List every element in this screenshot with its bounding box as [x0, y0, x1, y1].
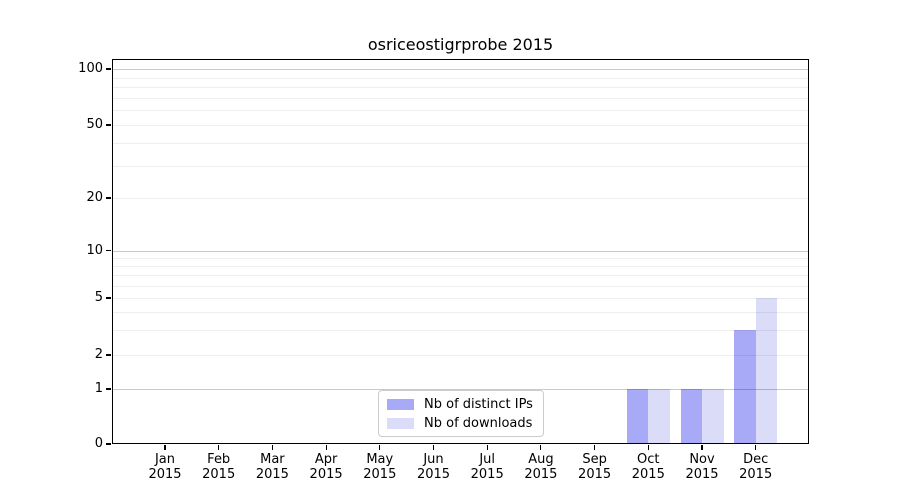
- legend-item-downloads: Nb of downloads: [387, 416, 535, 431]
- x-tick-label: Jul 2015: [470, 452, 504, 482]
- x-tick-label: Sep 2015: [578, 452, 612, 482]
- x-tick-mark: [594, 445, 596, 450]
- y-tick-label: 2: [94, 347, 103, 362]
- y-tick-mark: [106, 124, 111, 126]
- x-tick-mark: [379, 445, 381, 450]
- y-tick-mark: [106, 354, 111, 356]
- bar-downloads-dec: [755, 298, 778, 444]
- bar-distinct-ips-dec: [734, 329, 756, 444]
- chart-title: osriceostigrprobe 2015: [367, 35, 554, 54]
- plot-area: [112, 59, 809, 444]
- y-tick-mark: [106, 297, 111, 299]
- x-tick-label: Feb 2015: [202, 452, 236, 482]
- y-tick-mark: [106, 249, 111, 252]
- x-tick-mark: [271, 445, 273, 450]
- gridline-minor: [112, 198, 809, 199]
- x-tick-label: Dec 2015: [739, 452, 773, 482]
- x-tick-mark: [432, 445, 435, 450]
- gridline-minor: [112, 97, 809, 99]
- gridline-minor: [112, 142, 809, 144]
- gridline-minor: [112, 125, 809, 126]
- y-tick-label: 50: [86, 117, 103, 132]
- legend-swatch-distinct-ips-icon: [387, 398, 414, 410]
- gridline-minor: [112, 110, 809, 112]
- bar-distinct-ips-oct: [626, 389, 649, 444]
- y-tick-mark: [106, 197, 111, 199]
- x-tick-label: Mar 2015: [255, 452, 289, 482]
- y-tick-mark: [106, 443, 111, 445]
- gridline-minor: [112, 257, 809, 259]
- y-tick-label: 10: [86, 242, 103, 258]
- x-tick-mark: [755, 445, 757, 450]
- y-tick-label: 100: [78, 61, 103, 76]
- x-tick-label: Jun 2015: [416, 452, 451, 482]
- y-tick-label: 20: [86, 190, 103, 205]
- x-tick-label: Apr 2015: [309, 452, 343, 482]
- x-tick-mark: [486, 445, 488, 450]
- bar-downloads-oct: [648, 389, 670, 444]
- legend-label-distinct-ips: Nb of distinct IPs: [424, 396, 533, 412]
- y-tick-label: 1: [94, 381, 103, 396]
- y-tick-label: 5: [94, 290, 103, 305]
- x-tick-mark: [647, 445, 649, 450]
- legend-label-downloads: Nb of downloads: [424, 415, 533, 431]
- gridline-minor: [112, 77, 809, 79]
- legend: Nb of distinct IPs Nb of downloads: [378, 390, 544, 437]
- gridline-minor: [112, 285, 809, 287]
- x-tick-mark: [701, 445, 703, 450]
- gridline-minor: [112, 165, 809, 167]
- x-tick-label: Jan 2015: [148, 452, 182, 482]
- gridline-major: [112, 389, 809, 390]
- legend-item-distinct-ips: Nb of distinct IPs: [387, 397, 535, 412]
- gridline-minor: [112, 355, 809, 356]
- y-tick-mark: [106, 68, 111, 70]
- gridline-minor: [112, 265, 809, 267]
- gridline-major: [112, 250, 809, 252]
- x-tick-mark: [325, 445, 327, 450]
- gridline-minor: [112, 87, 809, 89]
- x-tick-label: Aug 2015: [524, 452, 558, 482]
- x-tick-label: May 2015: [363, 452, 397, 482]
- x-tick-mark: [164, 445, 166, 450]
- x-tick-label: Oct 2015: [631, 452, 665, 482]
- bar-downloads-nov: [702, 389, 724, 444]
- gridline-major: [112, 69, 809, 70]
- y-tick-label: 0: [94, 436, 103, 451]
- bar-distinct-ips-nov: [680, 389, 702, 444]
- gridline-minor: [112, 274, 809, 276]
- x-tick-mark: [540, 445, 542, 450]
- gridline-minor: [112, 298, 809, 299]
- gridline-minor: [112, 329, 809, 331]
- x-tick-label: Nov 2015: [685, 452, 719, 482]
- legend-swatch-downloads-icon: [387, 417, 414, 429]
- y-tick-mark: [106, 388, 111, 390]
- gridline-minor: [112, 311, 809, 313]
- x-tick-mark: [218, 445, 220, 450]
